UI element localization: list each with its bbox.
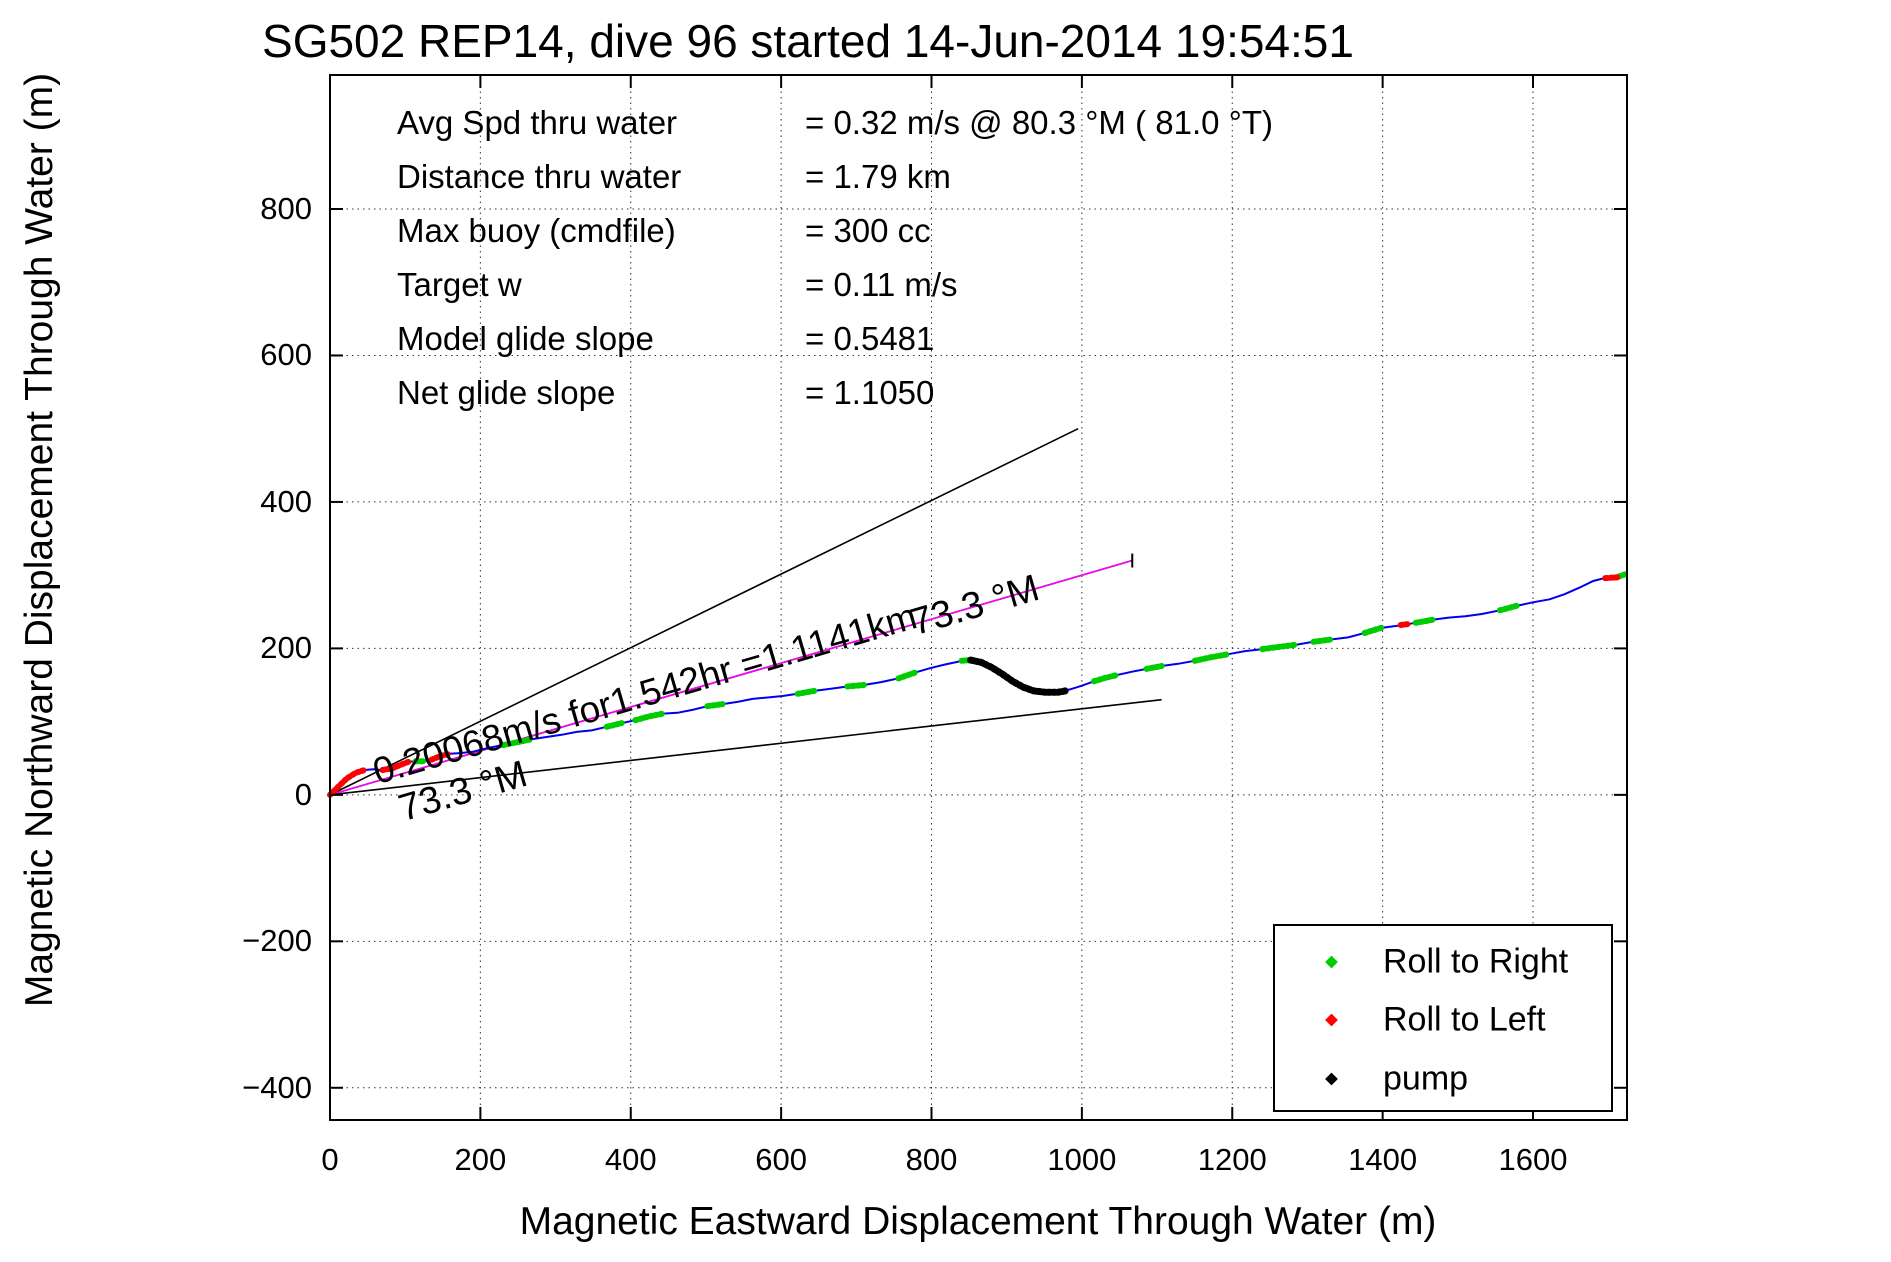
roll-to-right-cluster — [844, 682, 867, 690]
y-tick-label: 800 — [260, 191, 312, 226]
roll-to-right-cluster — [704, 701, 726, 710]
roll-to-left-cluster — [1602, 574, 1621, 582]
x-tick-label: 200 — [454, 1142, 507, 1177]
roll-to-right-cluster — [1310, 636, 1333, 645]
y-tick-label: −200 — [242, 923, 312, 959]
legend-entry-roll-right: Roll to Right — [1275, 942, 1611, 982]
roll-to-right-cluster — [603, 720, 625, 730]
roll-to-right-cluster — [1191, 651, 1231, 664]
x-tick-label: 400 — [604, 1142, 657, 1177]
roll-to-right-cluster — [1259, 641, 1300, 653]
y-tick-label: 200 — [260, 630, 312, 666]
y-tick-label: 400 — [260, 483, 312, 519]
stats-row: Target w = 0.11 m/s — [397, 258, 1273, 312]
stats-value: = 0.32 m/s @ 80.3 °M ( 81.0 °T) — [805, 104, 1273, 141]
legend-entry-pump: pump — [1275, 1059, 1611, 1099]
stats-row: Avg Spd thru water = 0.32 m/s @ 80.3 °M (… — [397, 96, 1273, 150]
y-tick-label: 0 — [294, 776, 312, 812]
stats-row: Model glide slope = 0.5481 — [397, 312, 1273, 366]
stats-label: Max buoy (cmdfile) — [397, 212, 676, 249]
x-tick-label: 600 — [755, 1142, 807, 1177]
roll-to-right-cluster — [499, 736, 535, 749]
y-tick-label: 600 — [260, 337, 312, 373]
stats-label: Distance thru water — [397, 158, 682, 195]
stats-value: = 0.11 m/s — [805, 266, 958, 303]
bearing-fan-upper — [329, 427, 1079, 796]
x-tick-label: 0 — [321, 1142, 339, 1177]
roll-to-left-cluster — [1397, 621, 1411, 628]
roll-to-right-cluster — [895, 669, 918, 682]
roll-to-right-cluster — [1143, 663, 1165, 672]
x-tick-label: 1400 — [1348, 1142, 1418, 1177]
glider-track — [329, 574, 1625, 796]
pump-marker-icon — [1325, 1072, 1338, 1086]
y-tick-label: −400 — [242, 1069, 312, 1105]
mean-displacement-magenta — [329, 559, 1133, 796]
stats-row: Max buoy (cmdfile) = 300 cc — [397, 204, 1273, 258]
roll-to-left-cluster — [428, 750, 453, 763]
stats-label: Model glide slope — [397, 320, 654, 357]
legend-label: Roll to Left — [1383, 1000, 1546, 1039]
stats-value: = 0.5481 — [805, 320, 935, 357]
stats-value: = 1.1050 — [805, 374, 935, 411]
stats-label: Net glide slope — [397, 374, 616, 411]
stats-row: Net glide slope = 1.1050 — [397, 366, 1273, 420]
legend-label: pump — [1383, 1059, 1469, 1098]
roll-to-left-cluster — [327, 767, 368, 798]
roll-to-right-cluster — [1361, 624, 1385, 636]
stats-label: Avg Spd thru water — [397, 104, 678, 141]
pump-cluster — [967, 656, 1069, 696]
x-axis-label: Magnetic Eastward Displacement Through W… — [519, 1200, 1437, 1243]
stats-value: = 300 cc — [805, 212, 931, 249]
roll-to-right-cluster — [1412, 616, 1436, 626]
roll-to-right-cluster — [794, 687, 818, 697]
stats-block: Avg Spd thru water = 0.32 m/s @ 80.3 °M (… — [397, 96, 1273, 420]
stats-row: Distance thru water = 1.79 km — [397, 150, 1273, 204]
roll-to-left-cluster — [379, 758, 412, 773]
legend: Roll to Right Roll to Left pump — [1273, 924, 1613, 1112]
legend-entry-roll-left: Roll to Left — [1275, 1000, 1611, 1040]
y-axis-label: Magnetic Northward Displacement Through … — [18, 72, 61, 1008]
bearing-fan-lower — [329, 698, 1162, 796]
stats-value: = 1.79 km — [805, 158, 951, 195]
stats-label: Target w — [397, 266, 522, 303]
x-tick-label: 1200 — [1197, 1142, 1267, 1177]
roll-to-right-cluster — [1090, 671, 1121, 685]
axes-box — [329, 74, 1628, 1121]
roll-to-right-cluster — [632, 710, 667, 724]
legend-label: Roll to Right — [1383, 942, 1569, 981]
x-tick-label: 1000 — [1047, 1142, 1117, 1177]
chart-title: SG502 REP14, dive 96 started 14-Jun-2014… — [262, 15, 1354, 67]
roll-to-right-cluster — [1496, 602, 1520, 614]
roll-to-right-marker-icon — [1325, 955, 1338, 969]
roll-to-left-marker-icon — [1325, 1013, 1338, 1027]
x-tick-label: 800 — [905, 1142, 958, 1177]
x-tick-label: 1600 — [1498, 1142, 1568, 1177]
